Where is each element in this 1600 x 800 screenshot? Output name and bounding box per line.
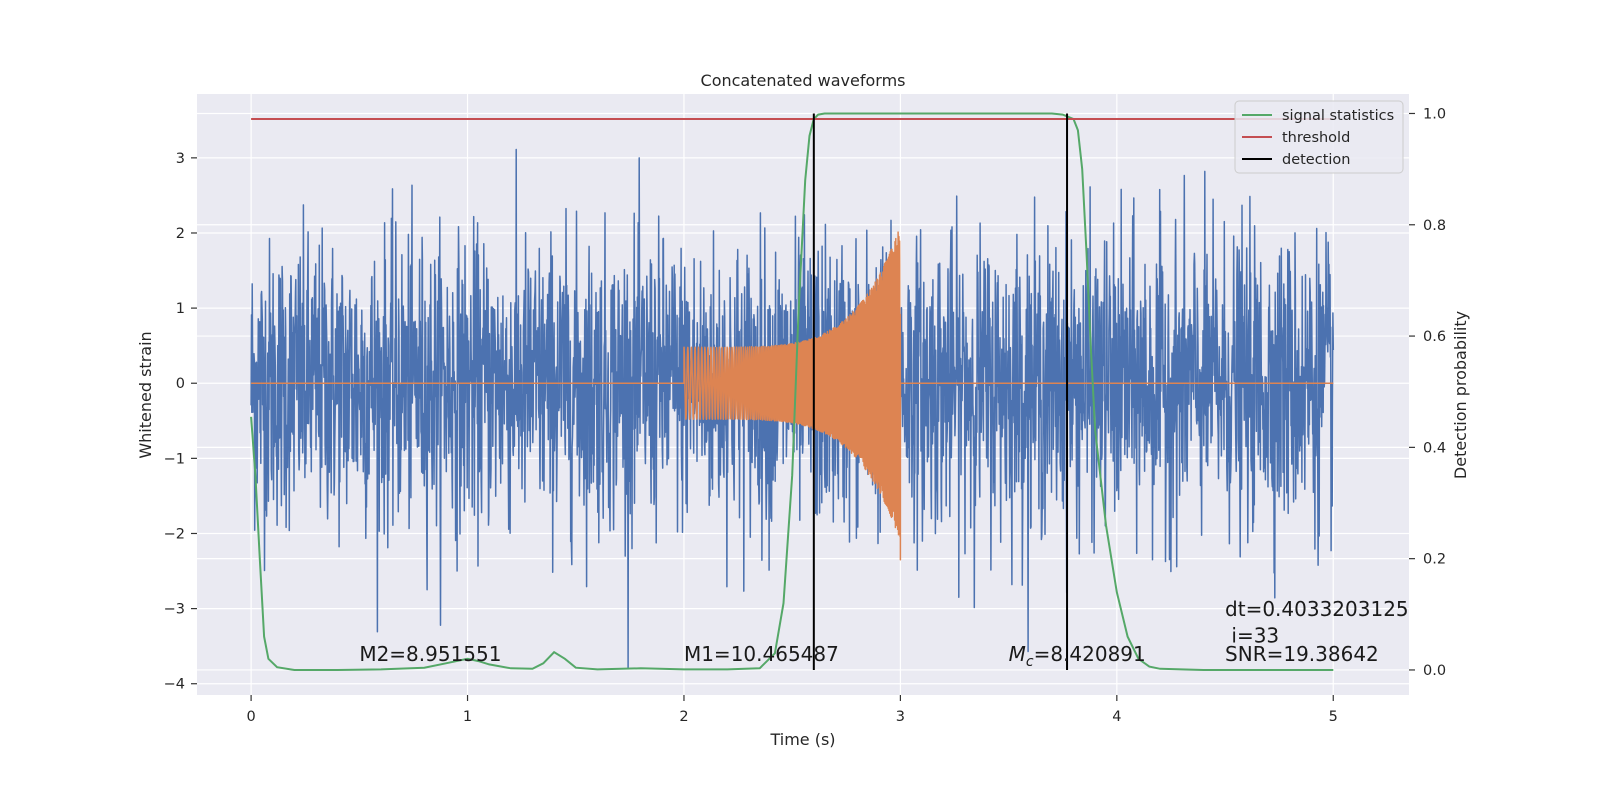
annotation-text: M1=10.465487 — [684, 642, 839, 666]
x-tick-label: 3 — [896, 709, 905, 725]
y-left-tick-label: 3 — [176, 151, 185, 167]
legend: signal statistics threshold detection — [1234, 100, 1404, 174]
annotation-subscript: c — [1026, 654, 1034, 670]
legend-label: threshold — [1282, 130, 1350, 146]
annotation-text: Mc=8.420891 — [1009, 642, 1146, 670]
annotation-text: dt=0.4033203125 — [1225, 597, 1409, 621]
series-injected-chirp — [251, 231, 1334, 561]
annotations: M2=8.951551 M1=10.465487 Mc=8.420891 dt=0.4… — [359, 597, 1408, 670]
x-tick-label: 0 — [246, 709, 255, 725]
annotation-symbol: M — [1009, 642, 1026, 666]
x-axis-label: Time (s) — [769, 730, 835, 749]
ticks: 0 1 2 3 4 5 −4 −3 −2 −1 0 1 2 3 0.0 0.2 0.4 0.6 0.8 1.0 — [164, 106, 1446, 725]
y-left-tick-label: −1 — [164, 451, 185, 467]
legend-box — [1234, 100, 1404, 174]
y-right-tick-label: 0.6 — [1423, 329, 1446, 345]
legend-label: detection — [1282, 152, 1350, 168]
legend-label: signal statistics — [1282, 108, 1394, 124]
y-right-tick-label: 0.4 — [1423, 440, 1446, 456]
y-right-tick-label: 1.0 — [1423, 106, 1446, 122]
y-right-tick-label: 0.8 — [1423, 218, 1446, 234]
annotation-text: M2=8.951551 — [359, 642, 501, 666]
x-tick-label: 5 — [1329, 709, 1338, 725]
y-left-tick-label: 1 — [176, 301, 185, 317]
y-axis-label-right: Detection probability — [1451, 311, 1470, 479]
y-left-tick-label: −4 — [164, 677, 185, 693]
series-line-injected-chirp — [251, 231, 1334, 561]
y-left-tick-label: −2 — [164, 526, 185, 542]
annotation-value: =8.420891 — [1034, 642, 1146, 666]
series-right-axis — [250, 112, 1334, 671]
annotation-text: i=33 — [1225, 623, 1279, 647]
y-left-tick-label: 0 — [176, 376, 185, 392]
x-tick-label: 4 — [1112, 709, 1121, 725]
y-left-tick-label: 2 — [176, 226, 185, 242]
series-line-signal-statistics — [250, 112, 1334, 671]
y-right-tick-label: 0.2 — [1423, 552, 1446, 568]
y-axis-label-left: Whitened strain — [136, 331, 155, 458]
y-left-tick-label: −3 — [164, 602, 185, 618]
annotation-text: SNR=19.38642 — [1225, 642, 1379, 666]
x-tick-label: 1 — [463, 709, 472, 725]
chart-title: Concatenated waveforms — [701, 71, 906, 90]
y-right-tick-label: 0.0 — [1423, 663, 1446, 679]
x-tick-label: 2 — [679, 709, 688, 725]
